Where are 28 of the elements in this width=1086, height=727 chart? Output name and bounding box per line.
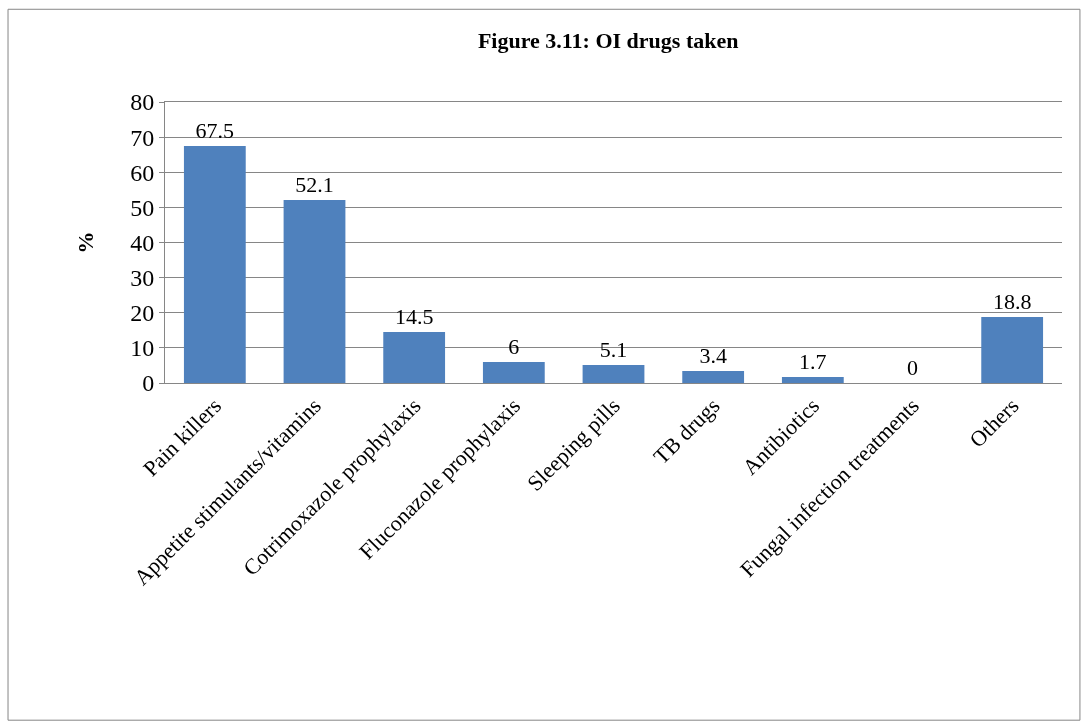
bar xyxy=(482,361,545,383)
data-label: 52.1 xyxy=(295,172,334,197)
bar xyxy=(781,377,844,383)
data-label: 14.5 xyxy=(394,304,434,330)
y-axis-title: % xyxy=(73,231,98,254)
bar xyxy=(383,332,446,383)
bar xyxy=(582,365,645,383)
data-label: 3.4 xyxy=(699,343,727,369)
data-label: 5.1 xyxy=(599,337,628,363)
bar xyxy=(981,316,1044,383)
data-label: 6 xyxy=(508,333,520,359)
bar xyxy=(283,200,346,383)
y-tick-label: 50 xyxy=(130,194,155,221)
chart-title: Figure 3.11: OI drugs taken xyxy=(477,28,739,54)
y-tick-label: 30 xyxy=(130,265,155,292)
y-tick-label: 0 xyxy=(142,370,155,397)
data-label: 1.7 xyxy=(799,349,827,375)
y-tick-label: 10 xyxy=(130,335,155,362)
data-label: 67.5 xyxy=(195,117,235,143)
y-tick-label: 70 xyxy=(130,124,155,151)
y-tick-label: 20 xyxy=(130,300,155,327)
y-tick-label: 80 xyxy=(130,89,155,116)
data-label: 0 xyxy=(907,355,918,380)
bar xyxy=(183,145,246,383)
y-tick-label: 60 xyxy=(130,159,155,186)
bar xyxy=(682,371,745,383)
data-label: 18.8 xyxy=(992,288,1032,314)
y-tick-label: 40 xyxy=(130,229,155,256)
